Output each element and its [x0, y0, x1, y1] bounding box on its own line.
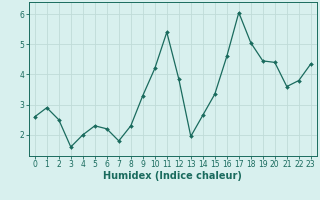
X-axis label: Humidex (Indice chaleur): Humidex (Indice chaleur)	[103, 171, 242, 181]
